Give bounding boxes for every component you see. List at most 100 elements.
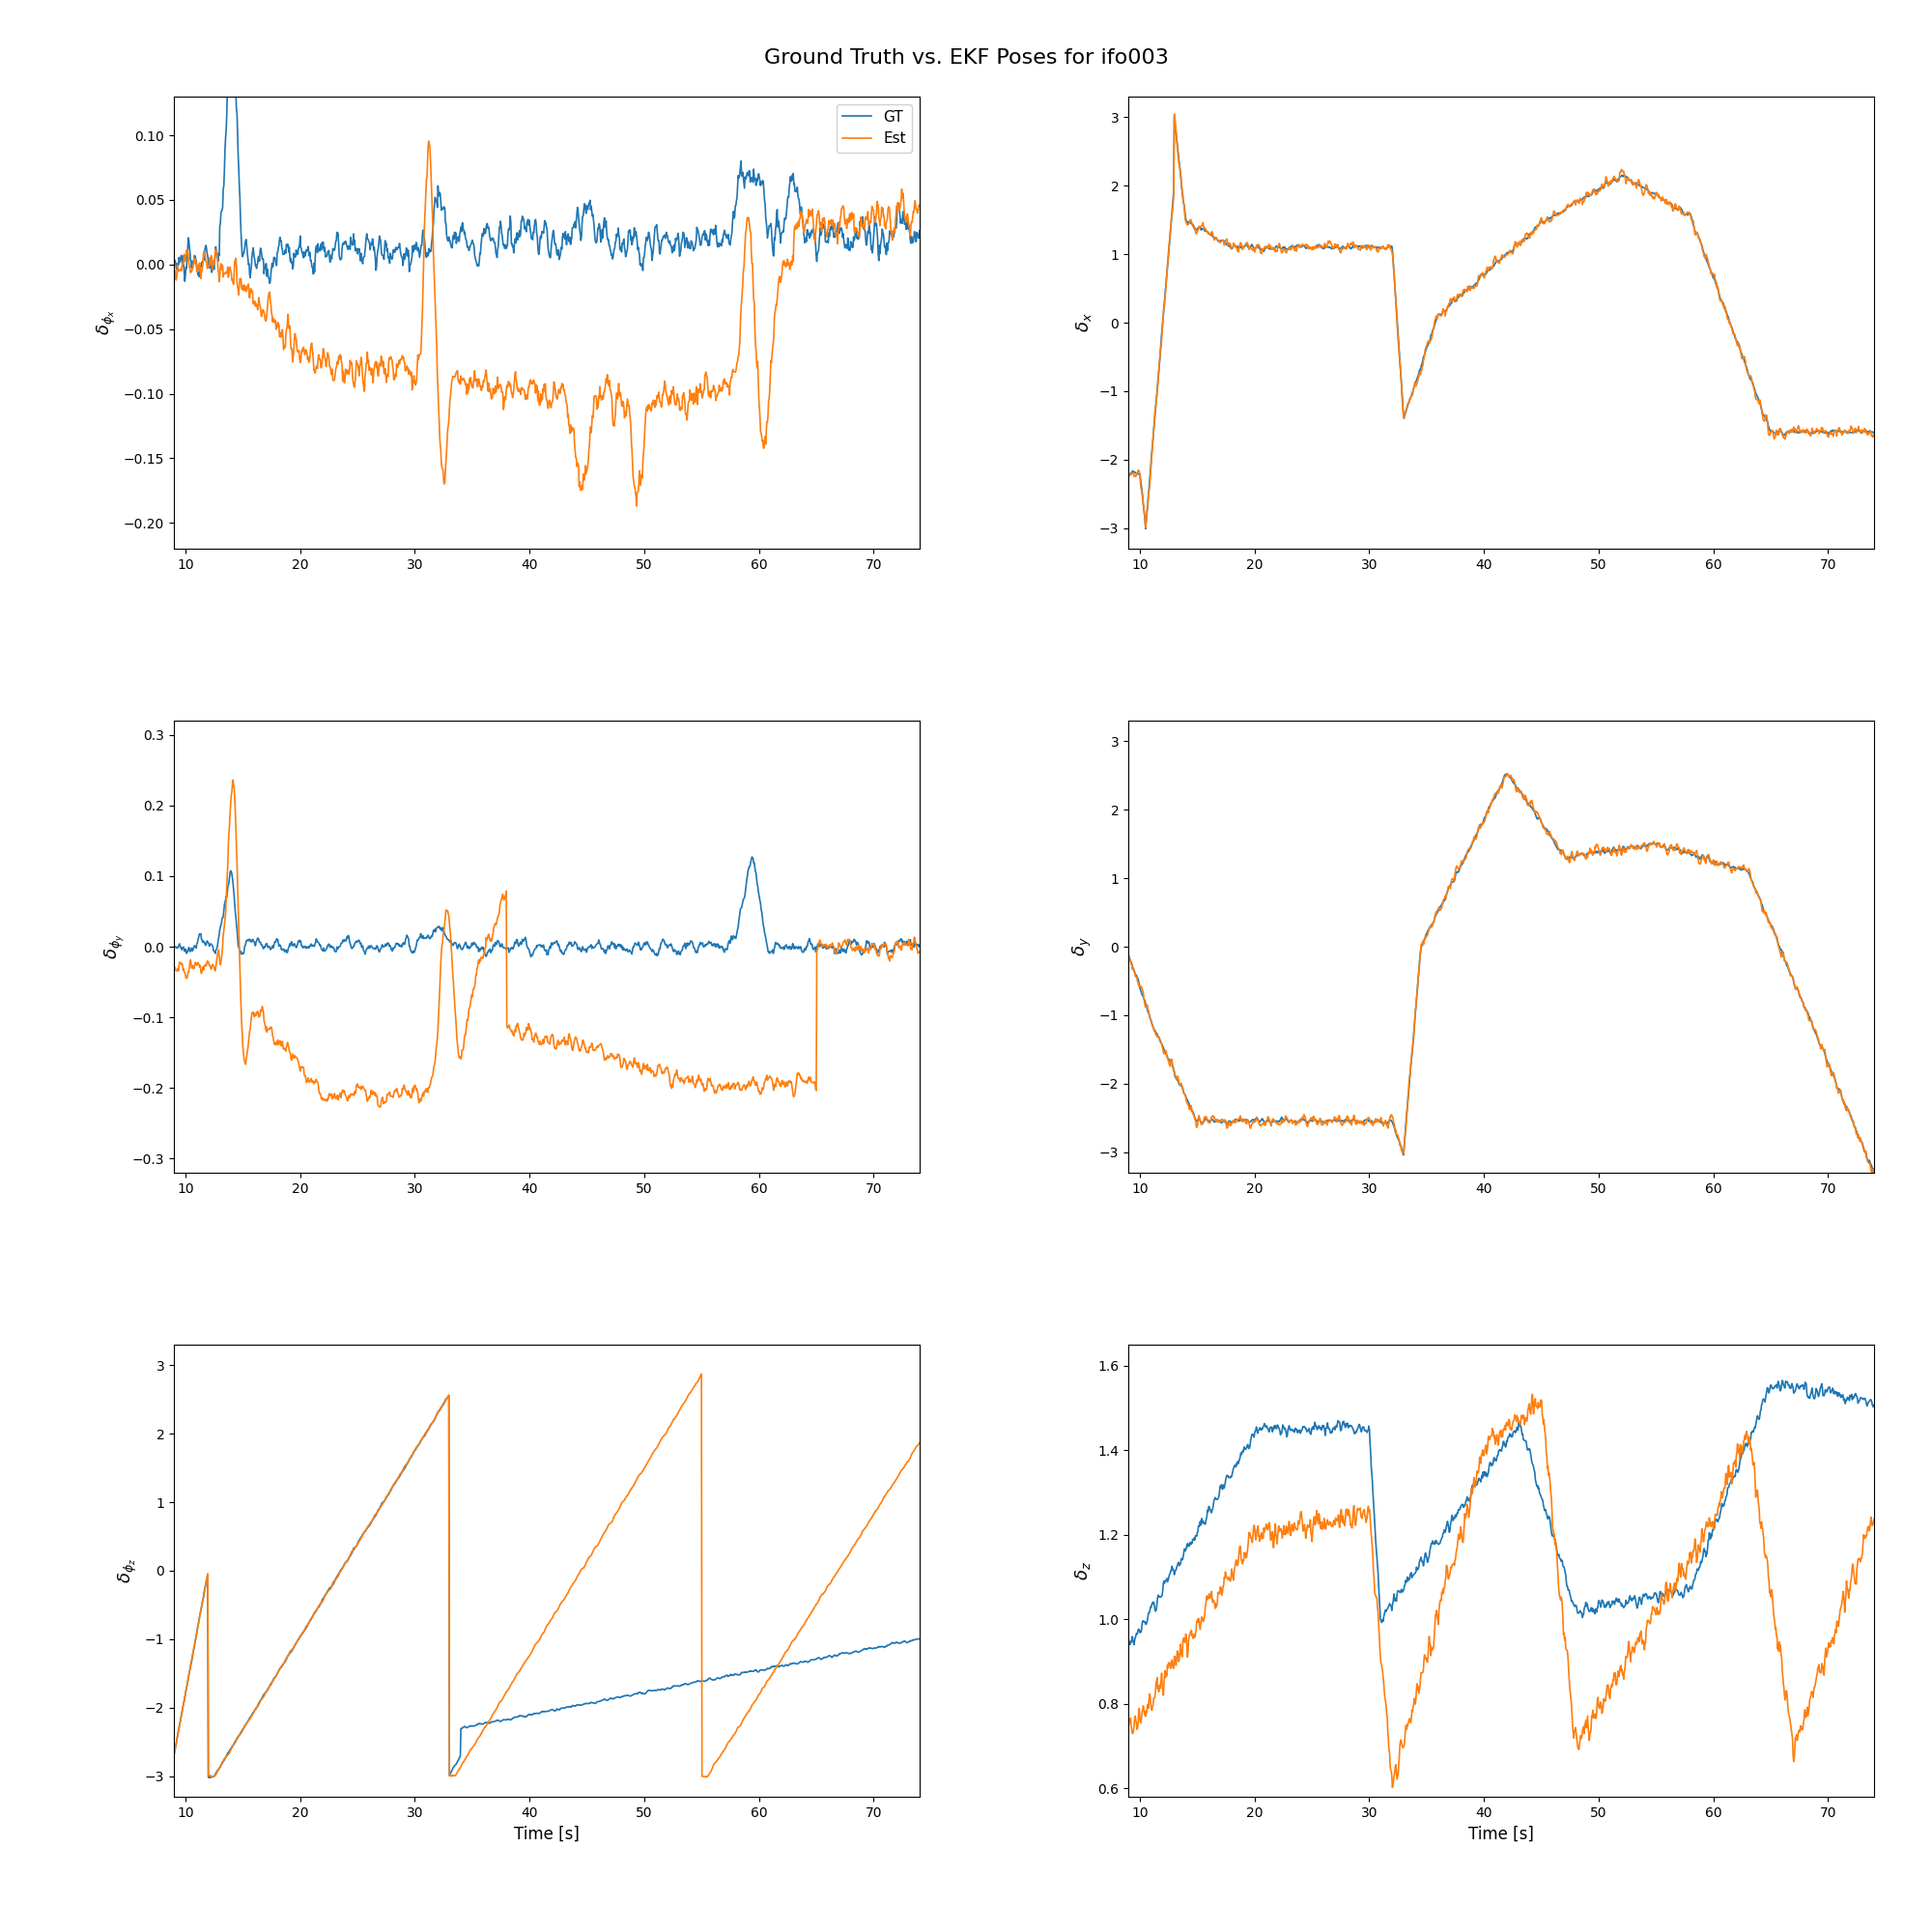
GT	[197, 1766, 220, 1789]
GT	[1862, 1161, 1886, 1184]
GT	[497, 1708, 520, 1731]
Y-axis label: $\delta_z$: $\delta_z$	[1072, 1561, 1092, 1580]
Est	[1132, 498, 1155, 522]
GT	[624, 1683, 647, 1706]
Est	[168, 259, 191, 282]
GT	[162, 935, 185, 958]
GT	[908, 1627, 931, 1650]
GT	[1785, 419, 1808, 442]
Line: Est: Est	[174, 1374, 920, 1777]
Est	[1134, 516, 1157, 539]
Y-axis label: $\delta_{\phi_z}$: $\delta_{\phi_z}$	[118, 1557, 139, 1584]
Est	[417, 129, 440, 153]
Est	[1132, 1698, 1155, 1721]
GT	[1542, 1524, 1565, 1548]
Est	[1495, 761, 1519, 784]
GT	[1862, 421, 1886, 444]
GT	[168, 1714, 191, 1737]
Est	[1132, 987, 1155, 1010]
GT	[437, 1383, 460, 1406]
Est	[1542, 199, 1565, 222]
Est	[1580, 184, 1604, 207]
GT	[831, 1642, 854, 1665]
Est	[587, 1034, 611, 1057]
GT	[168, 251, 191, 274]
GT	[497, 222, 520, 245]
GT	[1122, 1633, 1146, 1656]
Est	[178, 956, 201, 980]
Line: GT: GT	[174, 1395, 920, 1777]
Line: GT: GT	[174, 858, 920, 956]
Est	[1122, 466, 1146, 489]
Est	[178, 1662, 201, 1685]
GT	[587, 213, 611, 236]
Est	[1163, 102, 1186, 126]
GT	[831, 216, 854, 240]
Text: Ground Truth vs. EKF Poses for ifo003: Ground Truth vs. EKF Poses for ifo003	[763, 48, 1169, 68]
GT	[1770, 1370, 1793, 1393]
Est	[624, 1051, 647, 1074]
GT	[831, 937, 854, 960]
GT	[1122, 960, 1146, 983]
GT	[624, 933, 647, 956]
GT	[1117, 1631, 1140, 1654]
Est	[497, 377, 520, 400]
GT	[168, 933, 191, 956]
GT	[1542, 203, 1565, 226]
Est	[497, 1016, 520, 1039]
GT	[908, 935, 931, 958]
Y-axis label: $\delta_{\phi_y}$: $\delta_{\phi_y}$	[102, 933, 128, 960]
Line: Est: Est	[174, 141, 920, 506]
GT	[1578, 1600, 1602, 1623]
GT	[178, 1660, 201, 1683]
Est	[162, 954, 185, 978]
GT	[587, 1690, 611, 1714]
Line: GT: GT	[1128, 775, 1874, 1173]
GT	[1542, 829, 1565, 852]
GT	[908, 218, 931, 242]
GT	[1122, 1629, 1146, 1652]
GT	[1163, 106, 1186, 129]
GT	[259, 272, 282, 296]
GT	[587, 927, 611, 951]
GT	[1117, 462, 1140, 485]
GT	[1783, 976, 1806, 999]
Est	[1117, 1714, 1140, 1737]
Line: Est: Est	[174, 781, 920, 1107]
GT	[178, 236, 201, 259]
Est	[690, 1362, 713, 1385]
GT	[1451, 1493, 1474, 1517]
GT	[740, 846, 763, 869]
Line: Est: Est	[1128, 1395, 1874, 1787]
Est	[1117, 943, 1140, 966]
Est	[908, 1432, 931, 1455]
Est	[1580, 1718, 1604, 1741]
GT	[1122, 460, 1146, 483]
X-axis label: Time [s]: Time [s]	[514, 1826, 580, 1843]
Line: GT: GT	[1128, 1381, 1874, 1644]
Est	[908, 193, 931, 216]
Est	[1785, 421, 1808, 444]
Est	[1542, 1522, 1565, 1546]
Est	[696, 1766, 719, 1789]
Est	[168, 1714, 191, 1737]
Est	[1542, 827, 1565, 850]
GT	[1132, 497, 1155, 520]
GT	[162, 251, 185, 274]
Est	[831, 935, 854, 958]
Est	[1862, 1163, 1886, 1186]
Est	[1451, 1526, 1474, 1549]
Est	[369, 1095, 392, 1119]
Est	[587, 384, 611, 408]
Est	[162, 249, 185, 272]
Est	[624, 495, 647, 518]
Line: Est: Est	[1128, 773, 1874, 1175]
Est	[1381, 1776, 1405, 1799]
Legend: GT, Est: GT, Est	[837, 104, 912, 153]
Line: GT: GT	[174, 58, 920, 284]
GT	[1862, 1393, 1886, 1416]
Est	[1785, 1727, 1808, 1750]
GT	[1132, 987, 1155, 1010]
GT	[1134, 518, 1157, 541]
GT	[162, 1745, 185, 1768]
